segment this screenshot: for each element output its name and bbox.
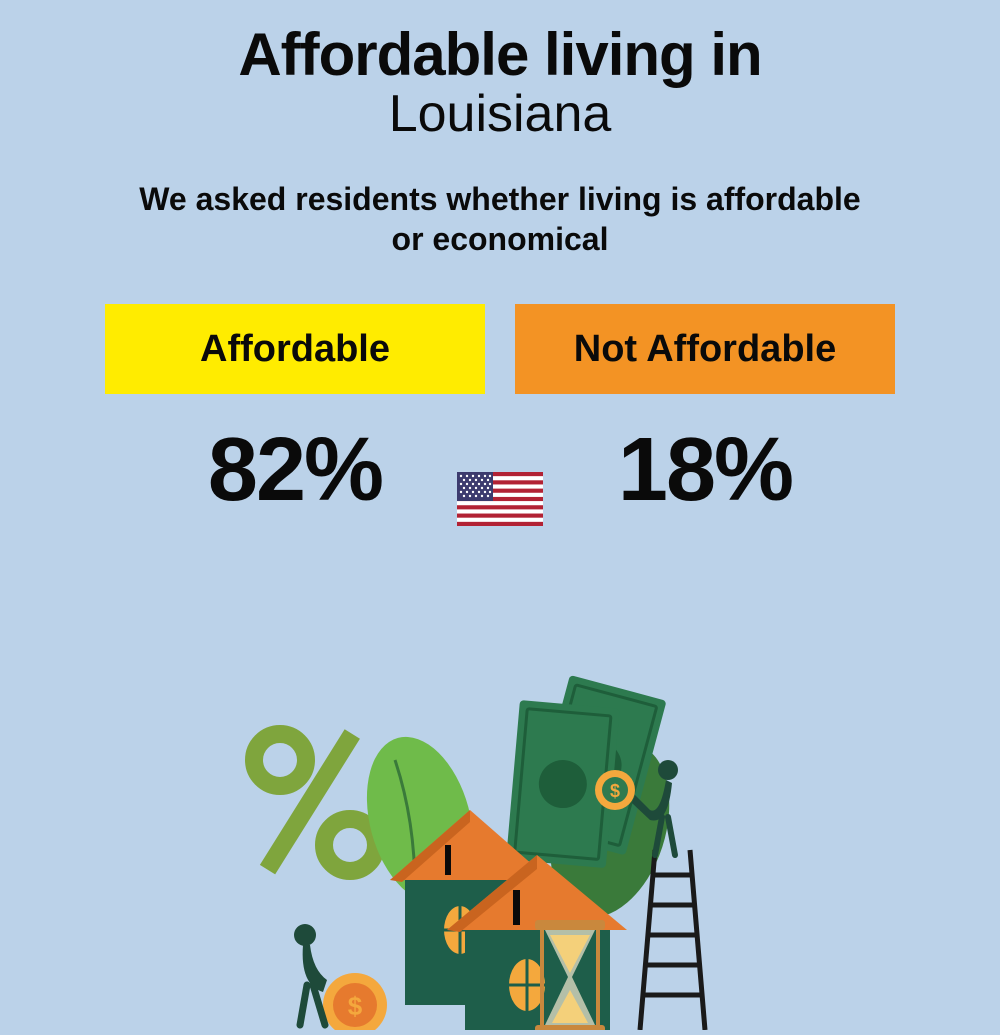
affordable-block: Affordable 82% bbox=[105, 304, 485, 522]
not-affordable-percent: 18% bbox=[618, 419, 792, 522]
percent-icon bbox=[254, 729, 376, 874]
affordable-label: Affordable bbox=[200, 328, 390, 371]
svg-text:$: $ bbox=[348, 991, 363, 1021]
affordable-label-box: Affordable bbox=[105, 304, 485, 394]
not-affordable-block: Not Affordable 18% bbox=[515, 304, 895, 522]
affordable-percent: 82% bbox=[208, 419, 382, 522]
subtitle-text: We asked residents whether living is aff… bbox=[125, 179, 875, 259]
usa-flag-icon bbox=[457, 472, 543, 526]
not-affordable-label: Not Affordable bbox=[574, 328, 836, 371]
svg-text:$: $ bbox=[610, 781, 620, 801]
title-line1: Affordable living in bbox=[40, 20, 960, 89]
savings-house-illustration: $ $ bbox=[240, 670, 760, 1030]
flag-wrapper bbox=[457, 472, 543, 526]
title-line2: Louisiana bbox=[40, 84, 960, 144]
not-affordable-label-box: Not Affordable bbox=[515, 304, 895, 394]
